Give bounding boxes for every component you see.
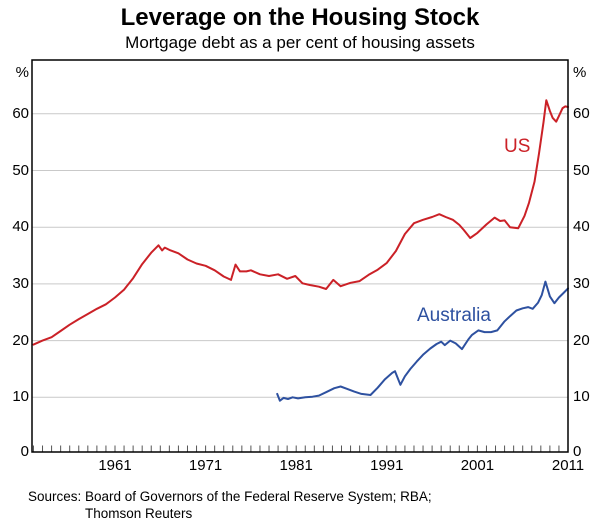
x-axis-label: 2011 (551, 457, 585, 474)
y-axis-label-right: 50 (573, 161, 590, 179)
y-axis-label-right: 0 (573, 443, 582, 460)
y-axis-label-left: 0 (20, 443, 29, 460)
source-note: Sources: Board of Governors of the Feder… (28, 488, 432, 522)
chart-subtitle: Mortgage debt as a per cent of housing a… (125, 33, 475, 52)
y-axis-unit-left: % (15, 64, 29, 81)
source-note-line2: Thomson Reuters (85, 506, 193, 521)
series-line-australia (276, 280, 569, 402)
y-axis-label-right: 10 (573, 388, 590, 406)
y-axis-label-left: 10 (12, 388, 29, 406)
plot-frame (31, 59, 569, 453)
y-axis-label-right: 30 (573, 274, 590, 292)
series-line-us (32, 99, 569, 346)
y-axis-label-left: 30 (12, 274, 29, 292)
y-axis-label-left: 50 (12, 161, 29, 179)
x-axis-label: 1971 (188, 457, 223, 474)
series-label-us: US (504, 136, 531, 157)
y-axis-label-left: 60 (12, 104, 29, 122)
x-axis-label: 1991 (370, 457, 404, 474)
chart-title: Leverage on the Housing Stock (120, 4, 480, 31)
y-axis-label-left: 40 (12, 218, 29, 236)
x-axis-label: 1981 (279, 457, 313, 474)
series-label-australia: Australia (417, 305, 491, 326)
y-axis-label-right: 60 (573, 104, 590, 122)
x-axis-label: 2001 (460, 457, 495, 474)
x-axis-label: 1961 (98, 457, 132, 474)
y-axis-label-right: 40 (573, 218, 590, 236)
source-note-line1: Sources: Board of Governors of the Feder… (28, 489, 432, 504)
y-axis-label-right: 20 (573, 331, 590, 349)
y-axis-unit-right: % (573, 64, 587, 81)
y-axis-label-left: 20 (12, 331, 29, 349)
